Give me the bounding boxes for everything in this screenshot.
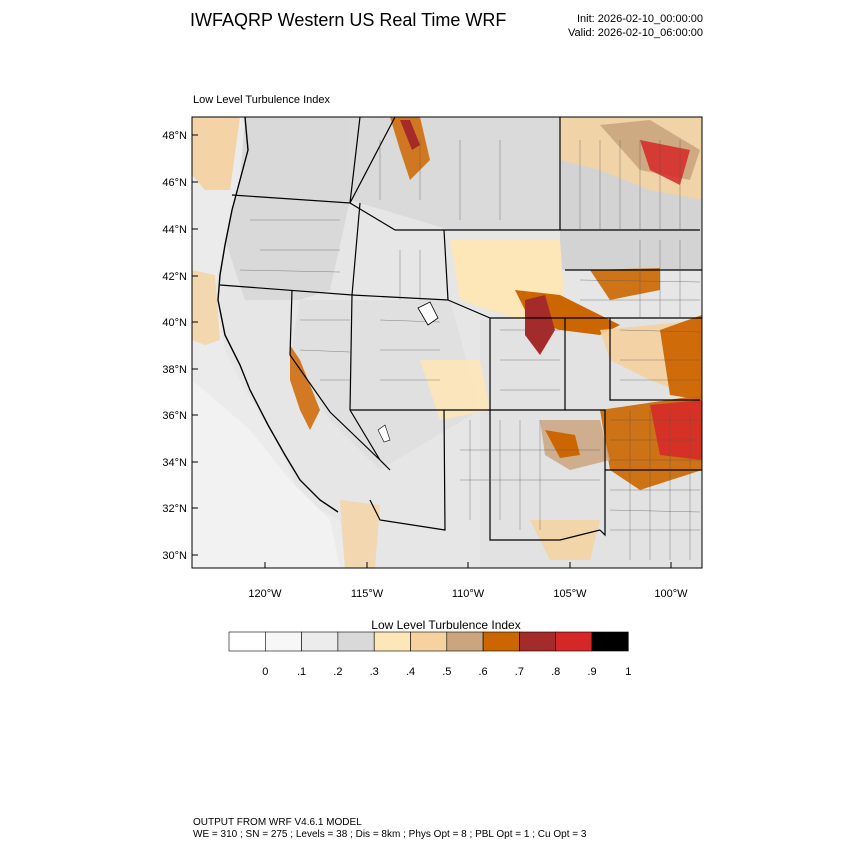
valid-time: Valid: 2026-02-10_06:00:00 <box>568 27 703 39</box>
colorbar-title: Low Level Turbulence Index <box>371 618 520 632</box>
lat-label: 34°N <box>162 457 187 469</box>
longitude-axis: 120°W 115°W 110°W 105°W 100°W <box>248 562 688 600</box>
colorbar-tick-label: .5 <box>442 666 451 678</box>
lat-label: 48°N <box>162 130 187 142</box>
colorbar-swatch <box>482 631 520 652</box>
lat-label: 30°N <box>162 550 187 562</box>
great-basin-land <box>290 300 480 470</box>
lon-label: 120°W <box>248 588 282 600</box>
colorbar-swatch <box>519 631 557 652</box>
colorbar-swatch <box>264 631 302 652</box>
lat-label: 32°N <box>162 503 187 515</box>
lon-label: 115°W <box>351 588 384 600</box>
map-panel <box>192 117 702 568</box>
ocean-light-area <box>192 380 340 568</box>
colorbar-swatch <box>591 631 629 652</box>
main-title: IWFAQRP Western US Real Time WRF <box>190 10 507 30</box>
county-borders <box>239 140 701 560</box>
colorbar-swatch <box>337 631 375 652</box>
lon-label: 110°W <box>452 588 485 600</box>
great-salt-lake <box>417 301 439 326</box>
pacific-nw-land <box>225 117 360 300</box>
lat-label: 42°N <box>162 271 187 283</box>
colorbar-tick-label: .3 <box>370 666 379 678</box>
colorbar-swatch <box>446 631 484 652</box>
colorbar: 0 .1 .2 .3 .4 .5 .6 .7 .8 .9 1 <box>228 631 631 678</box>
turbulence-field <box>192 117 702 568</box>
colorbar-tick-label: .7 <box>515 666 524 678</box>
lat-label: 38°N <box>162 364 187 376</box>
lat-label: 36°N <box>162 410 187 422</box>
map-frame <box>191 116 703 569</box>
colorbar-tick-label: .1 <box>297 666 306 678</box>
lon-label: 105°W <box>553 588 587 600</box>
colorbar-swatch <box>555 631 593 652</box>
colorbar-swatch <box>373 631 411 652</box>
colorbar-tick-label: .9 <box>587 666 596 678</box>
colorbar-tick-label: .8 <box>551 666 560 678</box>
colorbar-tick-label: 0 <box>262 666 268 678</box>
lon-label: 100°W <box>654 588 688 600</box>
colorbar-swatch <box>301 631 339 652</box>
latitude-axis: 48°N 46°N 44°N 42°N 40°N 38°N 36°N 34°N 32°N 30°N <box>162 130 198 562</box>
lat-label: 40°N <box>162 317 187 329</box>
colorbar-swatch <box>228 631 266 652</box>
colorbar-tick-label: .4 <box>406 666 415 678</box>
colorbar-tick-label: .6 <box>479 666 488 678</box>
footer-line2: WE = 310 ; SN = 275 ; Levels = 38 ; Dis … <box>193 829 587 840</box>
lat-label: 44°N <box>162 224 187 236</box>
colorbar-tick-label: 1 <box>625 666 631 678</box>
colorbar-tick-label: .2 <box>333 666 342 678</box>
init-time: Init: 2026-02-10_00:00:00 <box>577 13 703 25</box>
footer-line1: OUTPUT FROM WRF V4.6.1 MODEL <box>193 817 362 828</box>
lake-mead <box>377 424 391 443</box>
coastline <box>217 117 339 513</box>
colorbar-swatch <box>410 631 448 652</box>
plot-subtitle: Low Level Turbulence Index <box>193 94 330 106</box>
lat-label: 46°N <box>162 177 187 189</box>
